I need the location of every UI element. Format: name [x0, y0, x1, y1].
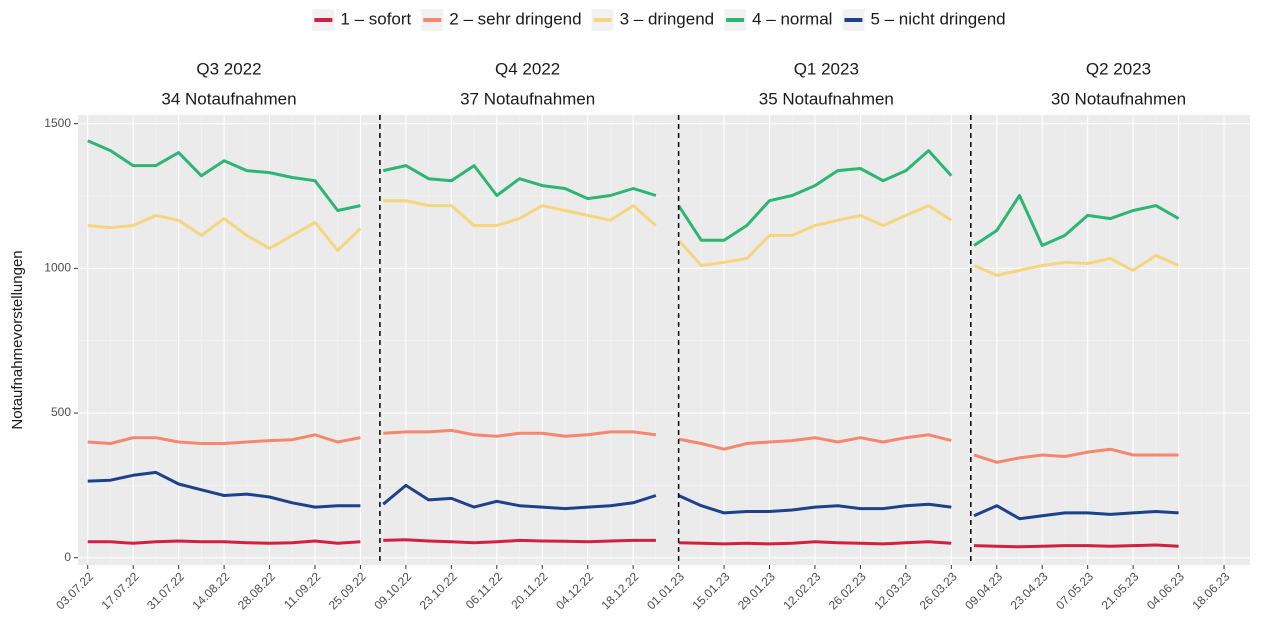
quarter-count: 30 Notaufnahmen [1051, 89, 1186, 108]
series-line [973, 253, 1180, 277]
legend-label: 2 – sehr dringend [449, 9, 581, 28]
x-tick-label: 31.07.22 [144, 569, 187, 612]
series-line [87, 539, 361, 545]
x-tick-label: 23.04.23 [1008, 569, 1051, 612]
x-tick-label: 04.12.22 [553, 569, 596, 612]
series-line [382, 164, 657, 201]
y-tick-label: 1000 [44, 261, 71, 275]
y-tick-label: 0 [64, 550, 71, 564]
x-tick-label: 18.06.23 [1189, 569, 1232, 612]
quarter-label: Q3 2022 [196, 59, 261, 78]
x-tick-label: 09.04.23 [962, 569, 1005, 612]
legend-label: 4 – normal [752, 9, 832, 28]
x-tick-label: 29.01.23 [735, 569, 778, 612]
x-tick-label: 18.12.22 [599, 569, 642, 612]
quarter-count: 34 Notaufnahmen [161, 89, 296, 108]
x-tick-label: 26.02.23 [826, 569, 869, 612]
legend-label: 3 – dringend [620, 9, 715, 28]
x-tick-label: 12.03.23 [871, 569, 914, 612]
series-line [678, 540, 952, 546]
legend-label: 5 – nicht dringend [870, 9, 1005, 28]
y-axis-title: Notaufnahmevorstellungen [9, 250, 26, 429]
series-line [87, 470, 361, 509]
x-tick-label: 04.06.23 [1144, 569, 1187, 612]
x-tick-label: 21.05.23 [1099, 569, 1142, 612]
y-tick-label: 500 [51, 405, 71, 419]
series-line [973, 543, 1179, 549]
series-line [677, 204, 953, 267]
legend-label: 1 – sofort [340, 9, 411, 28]
x-tick-label: 14.08.22 [190, 569, 233, 612]
x-tick-label: 26.03.23 [917, 569, 960, 612]
x-tick-label: 28.08.22 [235, 569, 278, 612]
x-tick-label: 09.10.22 [371, 569, 414, 612]
series-line [677, 149, 953, 242]
panel [78, 115, 1250, 565]
series-line [973, 194, 1180, 247]
series-line [383, 538, 656, 545]
x-tick-label: 23.10.22 [417, 569, 460, 612]
x-tick-label: 15.01.23 [689, 569, 732, 612]
series-line [382, 483, 657, 511]
x-tick-label: 07.05.23 [1053, 569, 1096, 612]
x-tick-label: 25.09.22 [326, 569, 369, 612]
series-line [87, 213, 362, 252]
y-tick-label: 1500 [44, 116, 71, 130]
x-tick-label: 03.07.22 [53, 569, 96, 612]
series-line [677, 494, 952, 515]
series-line [973, 447, 1179, 464]
x-tick-label: 12.02.23 [780, 569, 823, 612]
series-line [87, 433, 361, 445]
x-tick-label: 17.07.22 [99, 569, 142, 612]
series-line [383, 199, 657, 227]
quarter-label: Q4 2022 [495, 59, 560, 78]
quarter-count: 37 Notaufnahmen [460, 89, 595, 108]
x-tick-label: 01.01.23 [644, 569, 687, 612]
series-line [973, 504, 1179, 521]
x-tick-label: 20.11.22 [508, 569, 551, 612]
quarter-label: Q1 2023 [794, 59, 859, 78]
series-line [678, 433, 952, 451]
series-line [87, 139, 361, 212]
series-line [383, 428, 657, 438]
x-tick-label: 11.09.22 [281, 569, 324, 612]
x-tick-label: 06.11.22 [463, 569, 506, 612]
quarter-count: 35 Notaufnahmen [759, 89, 894, 108]
quarter-label: Q2 2023 [1086, 59, 1151, 78]
